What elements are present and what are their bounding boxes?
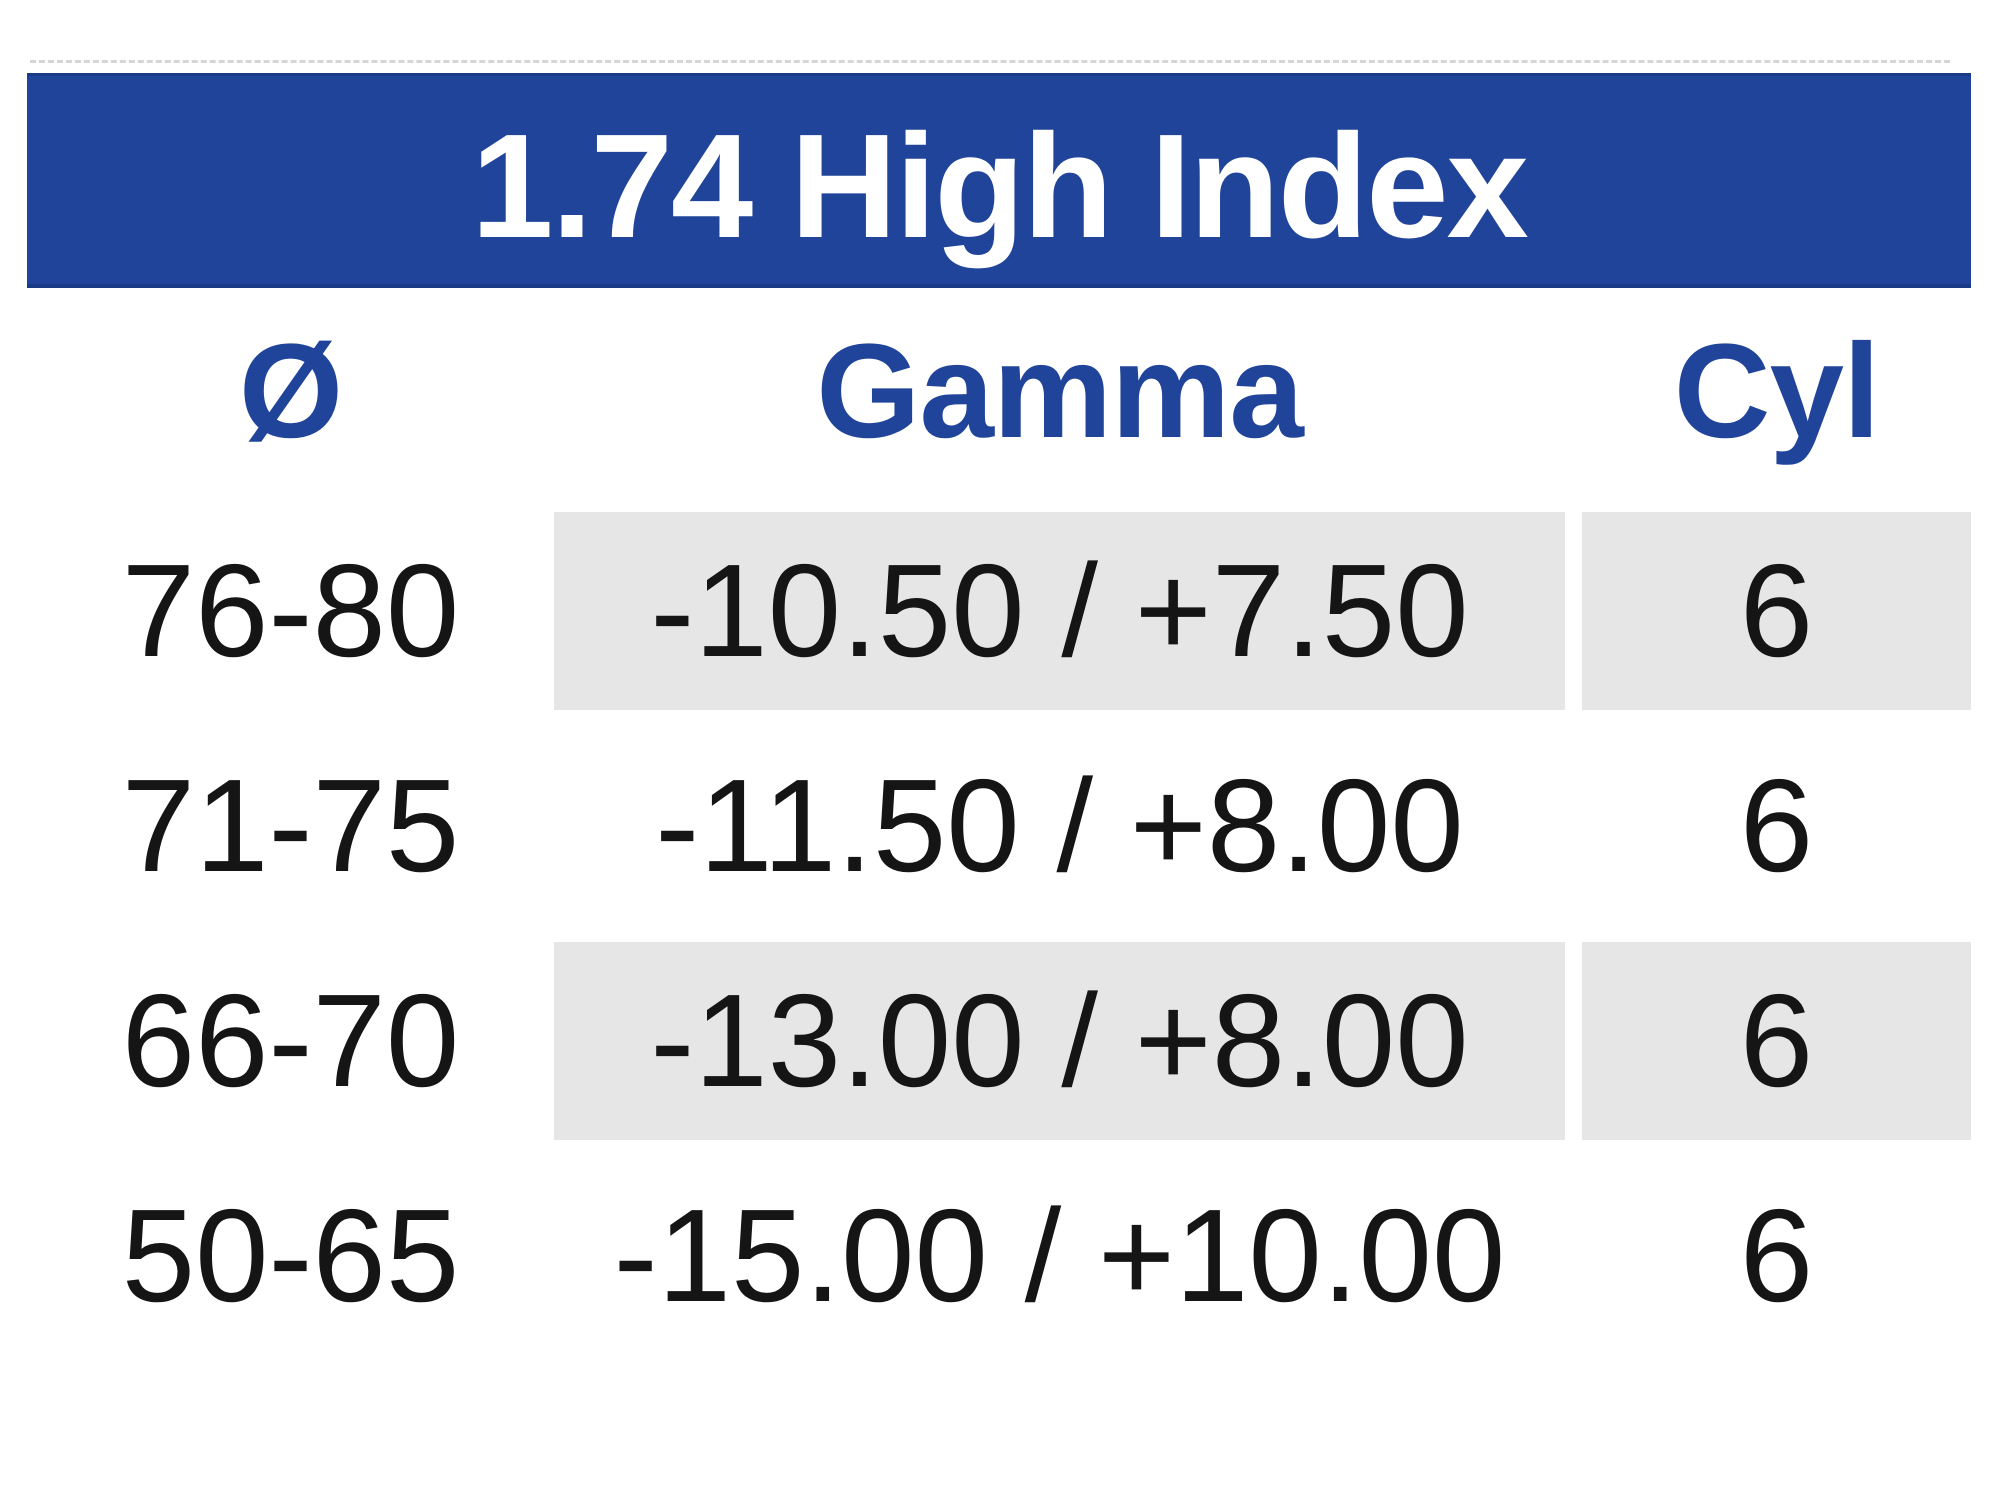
column-gap <box>1565 727 1582 925</box>
column-gap <box>1565 512 1582 710</box>
column-gap <box>1565 1157 1582 1355</box>
diameter-cell: 76-80 <box>121 537 460 684</box>
table-title-banner: 1.74 High Index <box>27 73 1971 288</box>
table-title: 1.74 High Index <box>471 104 1529 269</box>
availability-table: 1.74 High Index Ø Gamma Cyl 76-80 -10.50… <box>27 73 1971 1372</box>
top-dashed-rule <box>30 60 1950 63</box>
table-row: 71-75 -11.50 / +8.00 6 <box>27 727 1971 925</box>
cyl-cell: 6 <box>1739 752 1814 899</box>
gamma-cell: -13.00 / +8.00 <box>554 942 1565 1140</box>
table-row: 66-70 -13.00 / +8.00 6 <box>27 942 1971 1140</box>
table-body: 76-80 -10.50 / +7.50 6 71-75 -11.50 / +8… <box>27 512 1971 1355</box>
gamma-cell: -11.50 / +8.00 <box>655 752 1464 899</box>
gamma-cell: -10.50 / +7.50 <box>554 512 1565 710</box>
table-row: 50-65 -15.00 / +10.00 6 <box>27 1157 1971 1355</box>
table-row: 76-80 -10.50 / +7.50 6 <box>27 512 1971 710</box>
column-header-gamma: Gamma <box>816 317 1304 466</box>
column-gap <box>1565 942 1582 1140</box>
diameter-cell: 50-65 <box>121 1182 460 1329</box>
diameter-cell: 66-70 <box>121 967 460 1114</box>
cyl-cell: 6 <box>1582 512 1971 710</box>
diameter-cell: 71-75 <box>121 752 460 899</box>
cyl-cell: 6 <box>1739 1182 1814 1329</box>
gamma-cell: -15.00 / +10.00 <box>613 1182 1506 1329</box>
column-header-cyl: Cyl <box>1673 317 1881 466</box>
column-header-diameter: Ø <box>238 317 343 466</box>
cyl-cell: 6 <box>1582 942 1971 1140</box>
table-header-row: Ø Gamma Cyl <box>27 288 1971 512</box>
